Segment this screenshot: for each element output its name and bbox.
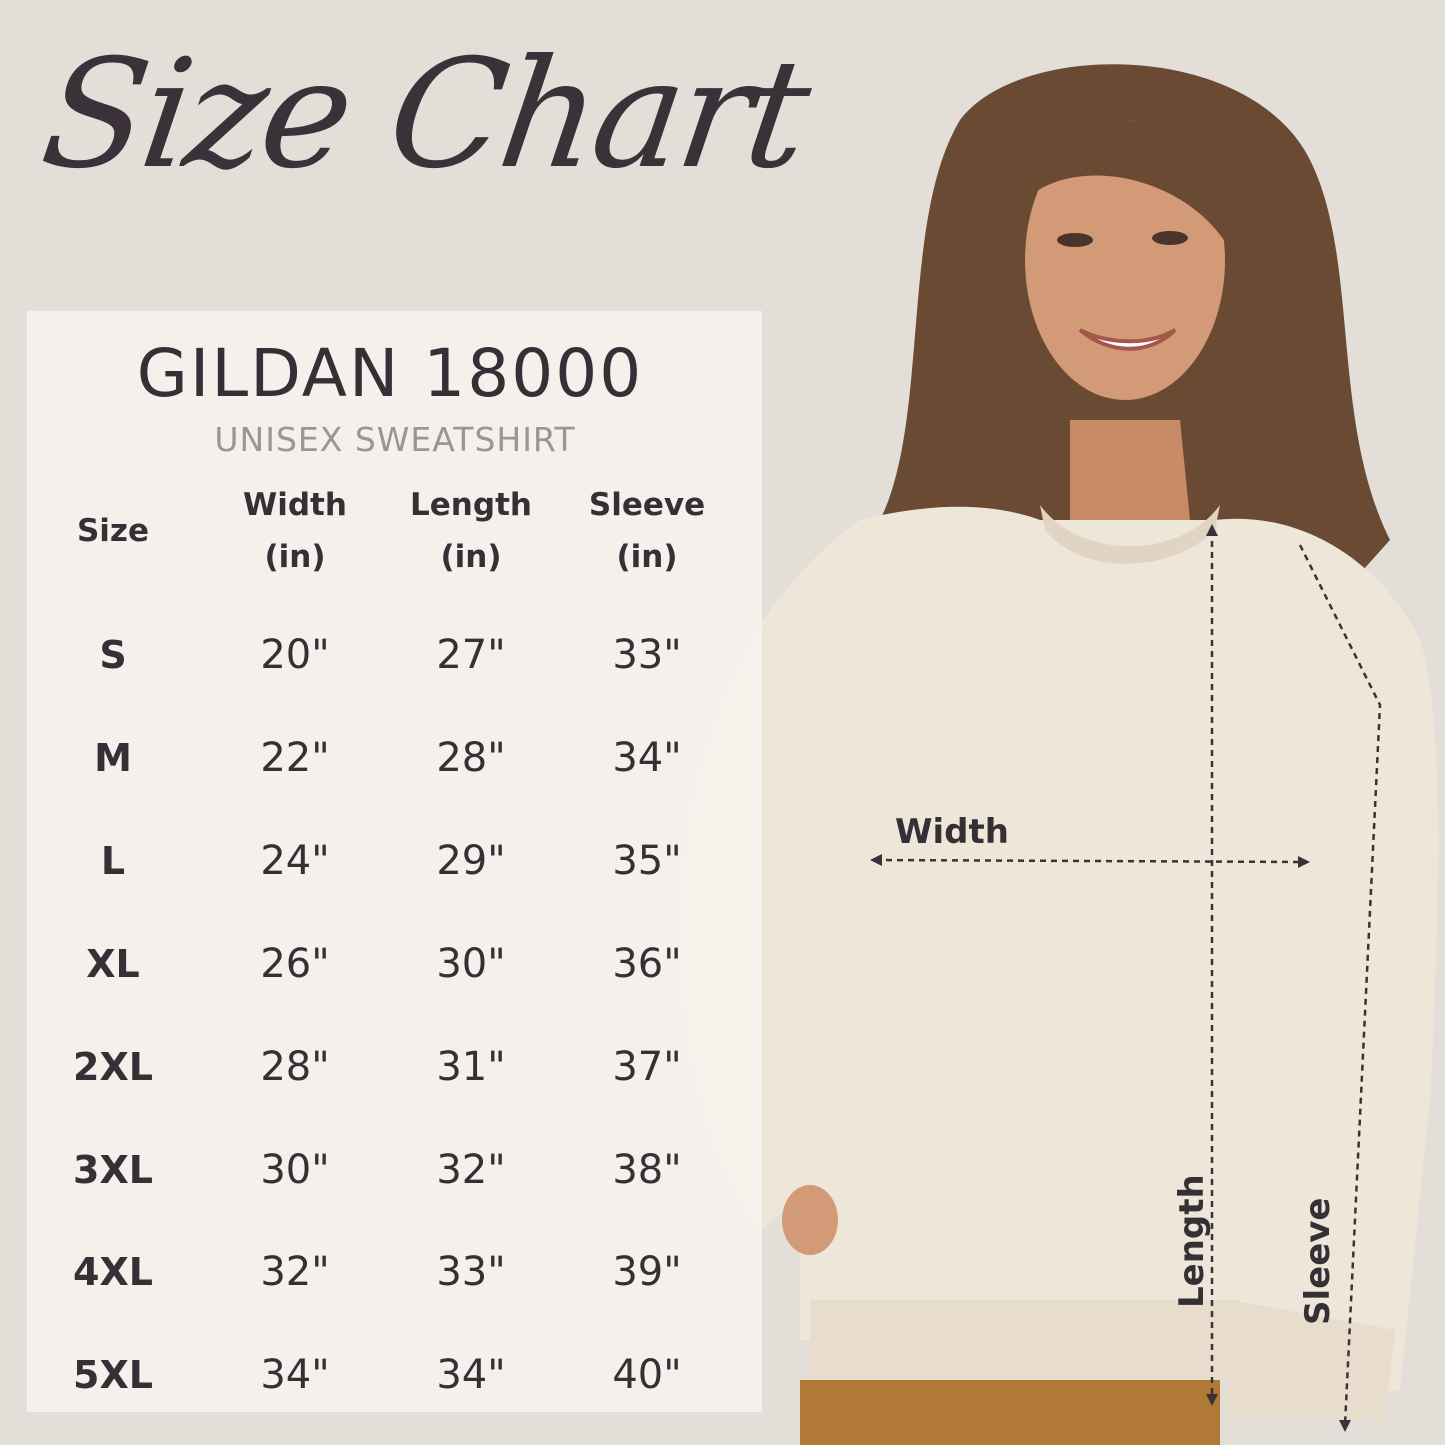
measurement-cell: 38" xyxy=(612,1146,682,1193)
measurement-cell: 37" xyxy=(612,1043,682,1090)
size-cell: 2XL xyxy=(73,1044,153,1089)
measurement-cell: 26" xyxy=(260,940,330,987)
measurement-cell: 34" xyxy=(612,734,682,781)
measurement-cell: 27" xyxy=(436,632,506,678)
page-title: Size Chart xyxy=(32,28,817,202)
column-header: Width (in) xyxy=(243,479,347,583)
measurement-cell: 32" xyxy=(260,1249,330,1296)
column-header-line: Length xyxy=(410,487,532,523)
column-header-line: Sleeve xyxy=(588,487,706,523)
measurement-cell: 28" xyxy=(260,1043,330,1090)
measurement-cell: 35" xyxy=(612,837,682,884)
product-subtitle: UNISEX SWEATSHIRT xyxy=(214,420,576,459)
pants xyxy=(800,1380,1220,1445)
measurement-cell: 36" xyxy=(612,940,682,987)
column-header-line: Width xyxy=(243,487,347,523)
column-header: Sleeve (in) xyxy=(589,479,705,583)
measurement-cell: 33" xyxy=(612,632,682,678)
size-cell: L xyxy=(100,838,126,883)
measurement-cell: 40" xyxy=(612,1352,682,1399)
size-cell: 5XL xyxy=(73,1353,153,1398)
measurement-cell: 28" xyxy=(436,734,506,781)
brand-title: GILDAN 18000 xyxy=(136,335,644,412)
sweatshirt xyxy=(678,506,1439,1420)
measurement-cell: 31" xyxy=(436,1043,506,1090)
width-label: Width xyxy=(895,812,1009,852)
measurement-cell: 34" xyxy=(260,1352,330,1399)
column-header-line: Size xyxy=(76,513,150,549)
sleeve-label: Sleeve xyxy=(1298,1197,1338,1325)
measurement-cell: 20" xyxy=(260,632,330,678)
width-arrow xyxy=(874,858,1306,864)
column-header-line: (in) xyxy=(616,539,678,575)
measurement-cell: 33" xyxy=(436,1249,506,1296)
size-cell: 4XL xyxy=(73,1250,153,1295)
size-cell: S xyxy=(99,633,127,677)
column-header: Length (in) xyxy=(410,479,532,583)
column-header-line: (in) xyxy=(440,539,502,575)
column-header: Size xyxy=(77,505,149,557)
measurement-cell: 32" xyxy=(436,1146,506,1193)
measurement-cell: 30" xyxy=(436,940,506,987)
length-label: Length xyxy=(1172,1174,1212,1308)
measurement-cell: 24" xyxy=(260,837,330,884)
size-cell: 3XL xyxy=(73,1147,153,1192)
measurement-cell: 30" xyxy=(260,1146,330,1193)
measurement-cell: 22" xyxy=(260,734,330,781)
measurement-cell: 39" xyxy=(612,1249,682,1296)
sleeve-arrow xyxy=(1298,544,1382,1426)
measurement-cell: 29" xyxy=(436,837,506,884)
size-cell: XL xyxy=(86,941,140,986)
measurement-cell: 34" xyxy=(436,1352,506,1399)
size-table-panel xyxy=(27,311,762,1412)
column-header-line: (in) xyxy=(264,539,326,575)
size-cell: M xyxy=(94,735,132,780)
